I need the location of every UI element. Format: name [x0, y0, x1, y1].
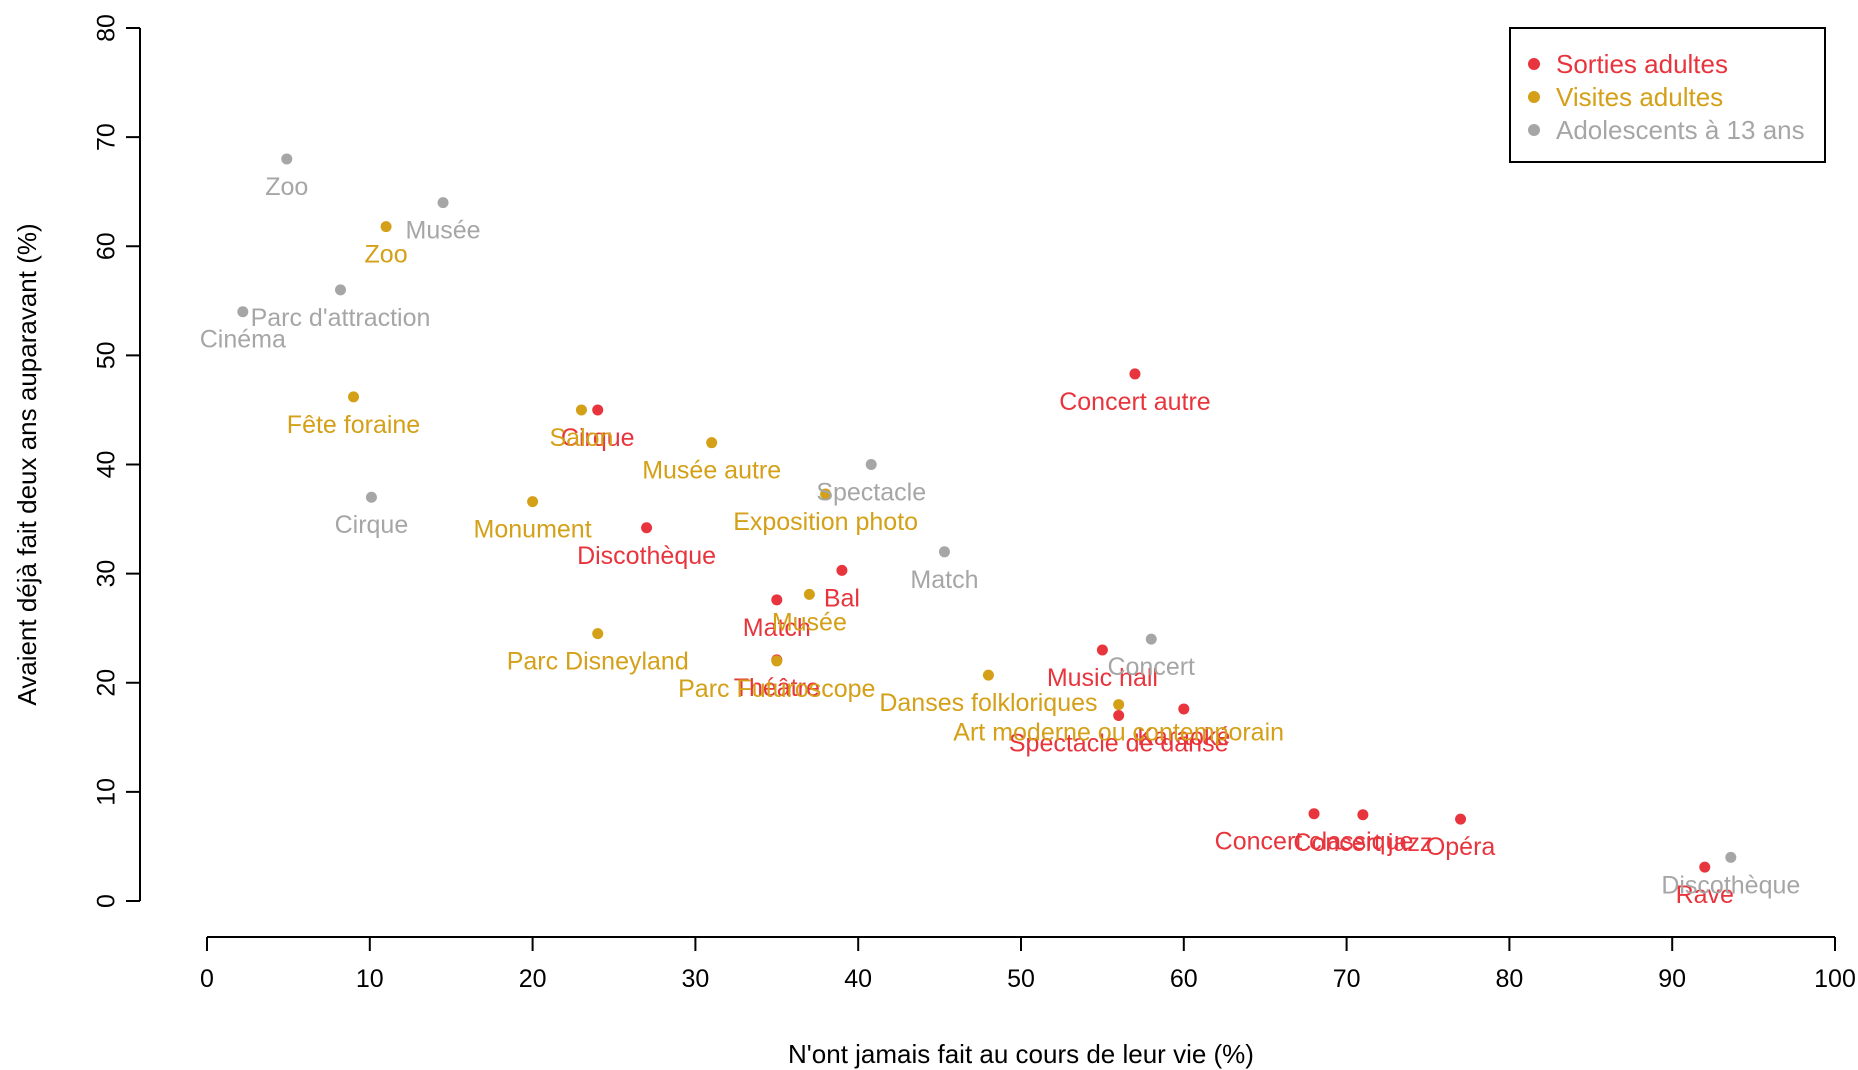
y-tick-label: 70: [93, 123, 121, 151]
data-point: [1308, 808, 1320, 820]
data-label: Discothèque: [1661, 871, 1800, 899]
data-point: [771, 655, 783, 667]
y-tick-label: 20: [93, 669, 121, 697]
legend-label: Visites adultes: [1556, 82, 1723, 112]
data-point: [437, 197, 449, 209]
legend-box: [1509, 27, 1826, 163]
data-point: [938, 546, 950, 558]
data-point: [1178, 703, 1190, 715]
data-label: Concert autre: [1059, 388, 1210, 416]
data-label: Opéra: [1426, 833, 1496, 861]
data-label: Exposition photo: [733, 508, 918, 536]
data-label: Théâtre: [734, 674, 820, 702]
data-point: [771, 594, 783, 606]
data-point: [575, 404, 587, 416]
legend-marker: [1528, 58, 1540, 70]
data-point: [527, 496, 539, 508]
data-point: [334, 284, 346, 296]
y-tick-label: 30: [93, 560, 121, 588]
point-labels: Cirque Concert autre Discothèque Match Bal Th…: [200, 173, 1801, 909]
x-tick-label: 40: [844, 965, 872, 993]
data-point: [1096, 644, 1108, 656]
data-point: [820, 488, 832, 500]
data-point: [281, 153, 293, 165]
legend-label: Sorties adultes: [1556, 49, 1728, 79]
x-tick-label: 10: [356, 965, 384, 993]
legend-label: Adolescents à 13 ans: [1556, 115, 1805, 145]
data-label: Salon: [549, 424, 613, 452]
legend-marker: [1528, 91, 1540, 103]
data-point: [1699, 861, 1711, 873]
data-point: [803, 588, 815, 600]
data-point: [982, 669, 994, 681]
data-label: Art moderne ou contemporain: [953, 719, 1284, 747]
data-point: [592, 628, 604, 640]
data-point: [365, 491, 377, 503]
data-label: Rave: [1676, 881, 1734, 909]
y-axis-title: Avaient déjà fait deux ans auparavant (%…: [12, 223, 42, 705]
data-label: Concert classique: [1215, 828, 1414, 856]
data-points: [237, 153, 1737, 873]
data-point: [380, 221, 392, 233]
data-point: [706, 437, 718, 449]
y-tick-label: 10: [93, 778, 121, 806]
data-point: [1357, 809, 1369, 821]
data-label: Music hall: [1047, 664, 1158, 692]
data-label: Bal: [824, 584, 860, 612]
data-label: Musée: [772, 608, 847, 636]
data-label: Fête foraine: [287, 411, 420, 439]
data-label: Discothèque: [577, 542, 716, 570]
data-label: Spectacle de danse: [1009, 729, 1229, 757]
data-label: Danses folkloriques: [879, 689, 1097, 717]
data-label: Parc d'attraction: [251, 304, 431, 332]
data-point: [1129, 368, 1141, 380]
data-point: [836, 564, 848, 576]
legend-marker: [1528, 124, 1540, 136]
x-axis-title: N'ont jamais fait au cours de leur vie (…: [788, 1039, 1254, 1069]
data-label: Parc Futuroscope: [678, 675, 875, 703]
data-point: [1725, 851, 1737, 863]
data-label: Cirque: [335, 511, 409, 539]
data-label: Concert: [1107, 653, 1195, 681]
y-tick-label: 50: [93, 341, 121, 369]
data-point: [1145, 633, 1157, 645]
data-point: [237, 306, 249, 318]
data-label: Musée: [406, 217, 481, 245]
data-point: [1113, 699, 1125, 711]
data-label: Karaoké: [1137, 723, 1230, 751]
y-tick-label: 40: [93, 451, 121, 479]
data-label: Concert jazz: [1293, 829, 1432, 857]
data-point: [641, 522, 653, 534]
data-label: Spectacle: [816, 479, 926, 507]
data-point: [348, 391, 360, 403]
y-tick-label: 0: [93, 894, 121, 908]
data-label: Parc Disneyland: [507, 648, 689, 676]
x-tick-label: 90: [1658, 965, 1686, 993]
axes: 0 10 20 30 40 50 60 70 80 90 100 0 10 20 30 40 50 60 70 80: [93, 14, 1856, 993]
x-tick-label: 60: [1170, 965, 1198, 993]
data-label: Match: [910, 566, 978, 594]
data-point: [1455, 813, 1467, 825]
x-tick-label: 80: [1495, 965, 1523, 993]
x-tick-label: 20: [519, 965, 547, 993]
data-point: [865, 459, 877, 470]
data-label: Musée autre: [642, 457, 781, 485]
data-point: [592, 404, 604, 416]
data-label: Cinéma: [200, 326, 286, 354]
data-label: Monument: [474, 516, 592, 544]
y-tick-label: 60: [93, 232, 121, 260]
data-point: [1113, 709, 1125, 721]
x-tick-label: 50: [1007, 965, 1035, 993]
x-tick-label: 100: [1814, 965, 1856, 993]
data-label: Zoo: [365, 241, 408, 269]
x-tick-label: 30: [681, 965, 709, 993]
data-label: Match: [743, 614, 811, 642]
y-tick-label: 80: [93, 14, 121, 42]
data-label: Zoo: [265, 173, 308, 201]
x-tick-label: 70: [1333, 965, 1361, 993]
data-label: Cirque: [561, 424, 635, 452]
x-tick-label: 0: [200, 965, 214, 993]
